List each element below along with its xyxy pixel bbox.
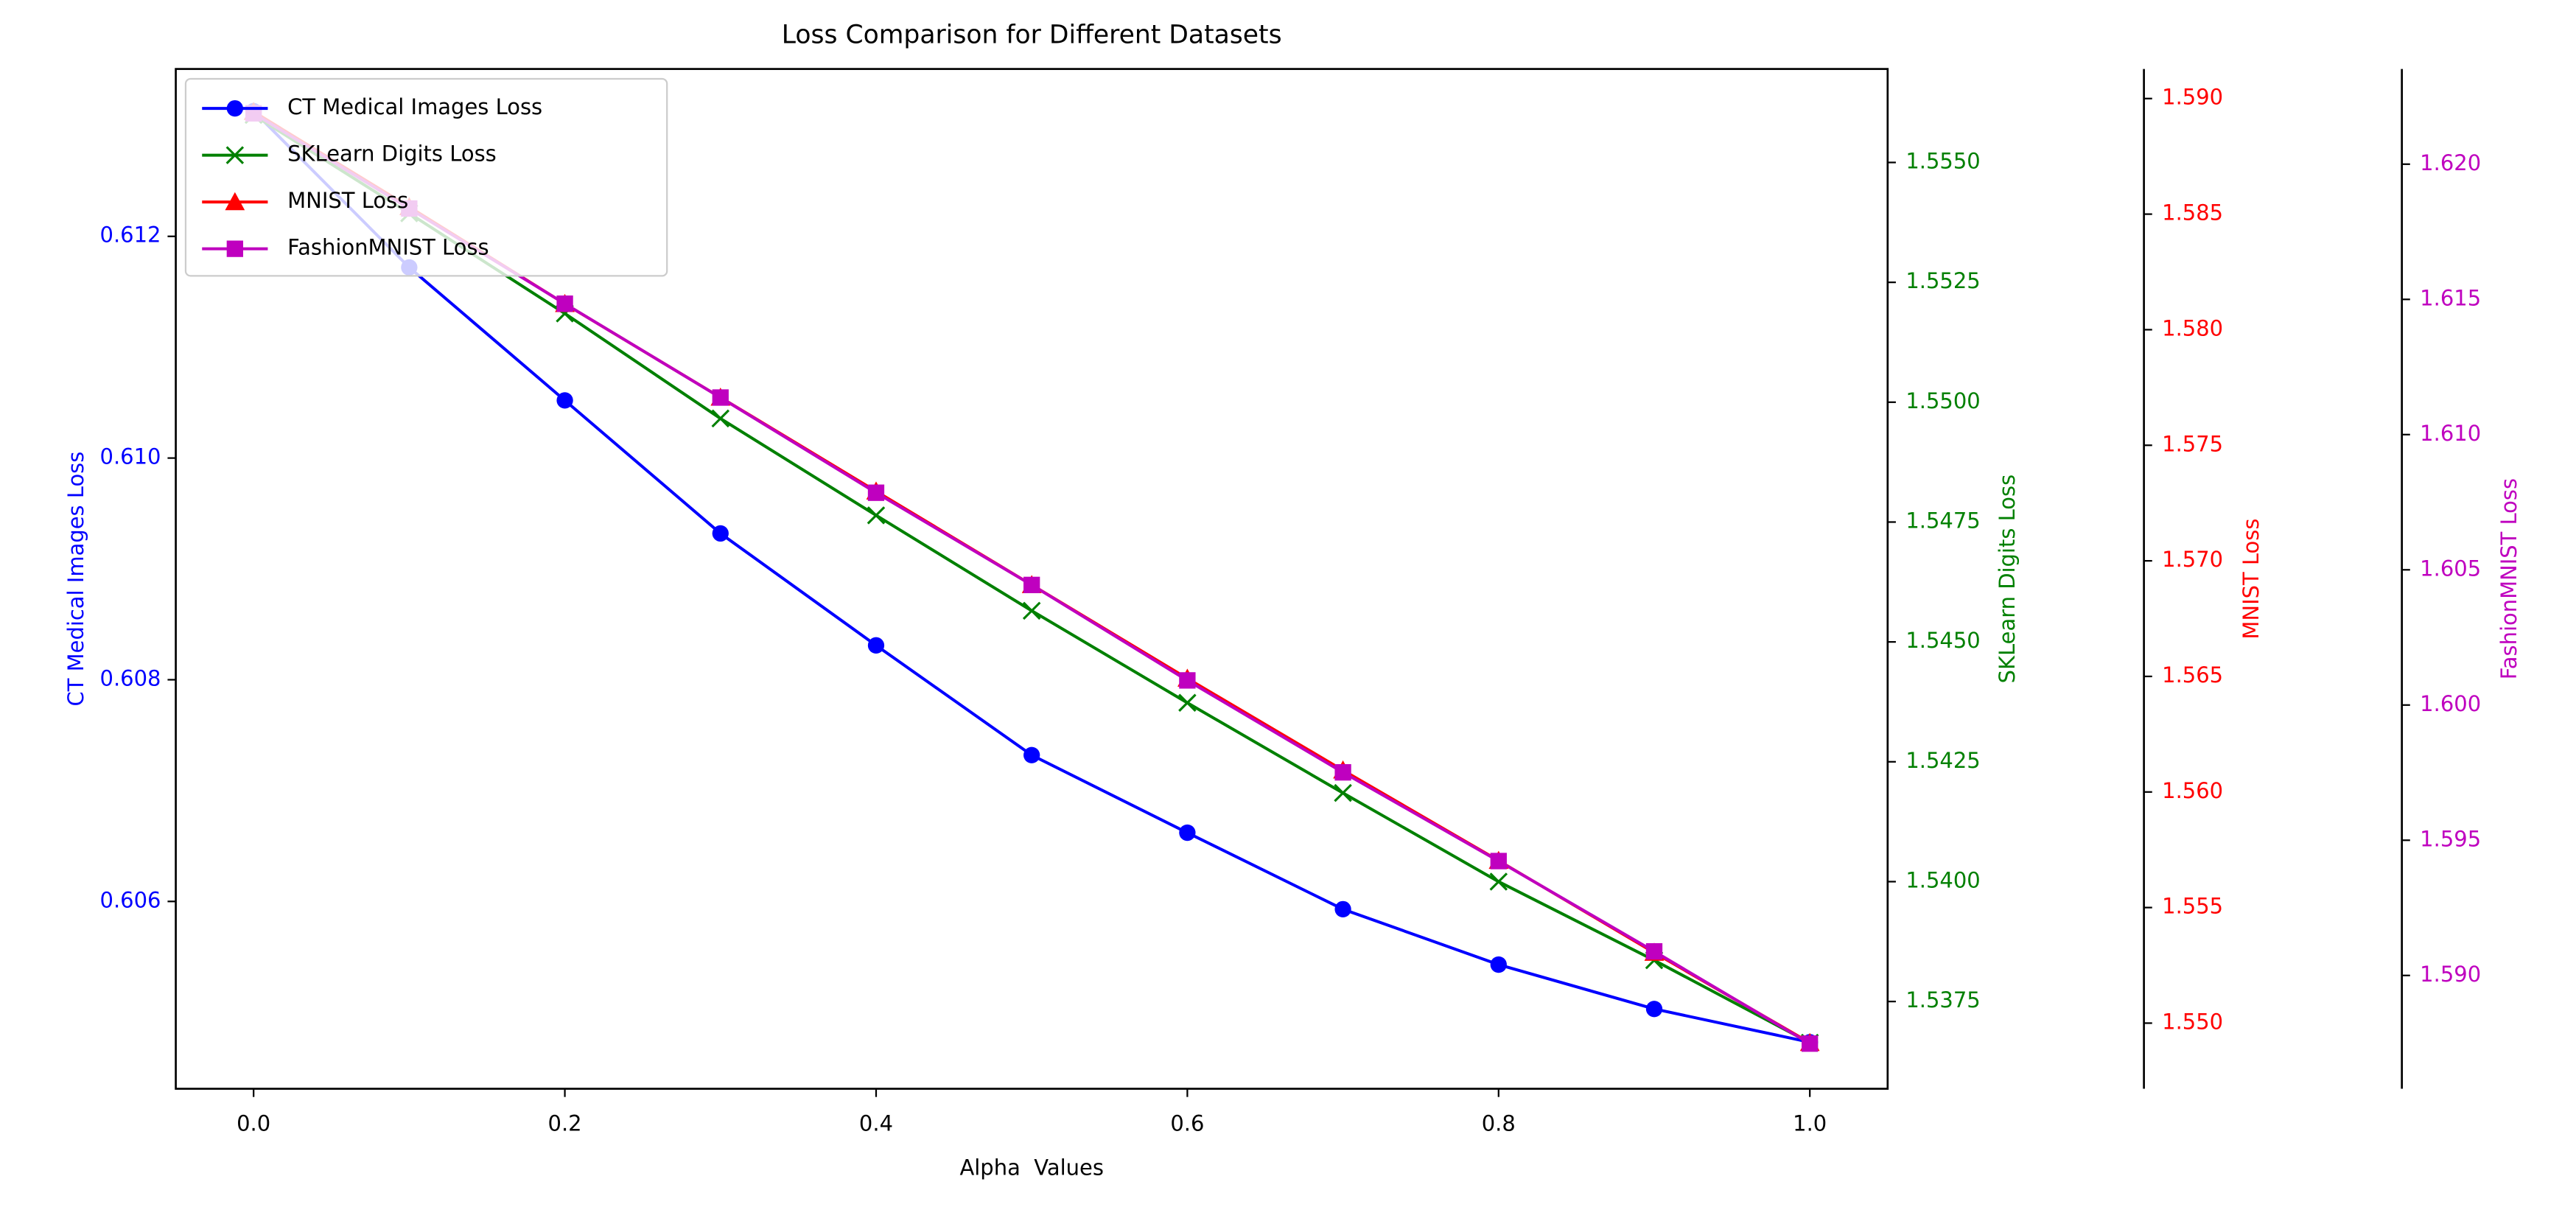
- legend-label: SKLearn Digits Loss: [287, 141, 497, 167]
- legend-marker: [226, 99, 243, 117]
- y-tick-label: 0.608: [100, 665, 161, 690]
- point: [1645, 1001, 1663, 1018]
- x-tick-label: 0.8: [1482, 1111, 1516, 1136]
- y-tick-label: 1.5450: [1905, 628, 1980, 653]
- x-tick-label: 0.2: [548, 1111, 582, 1136]
- legend-box: [184, 77, 668, 277]
- point: [1802, 1035, 1819, 1052]
- y-tick-label: 0.610: [100, 444, 161, 469]
- point: [1334, 783, 1352, 802]
- y-tick-label: 1.580: [2162, 315, 2223, 340]
- point: [712, 525, 729, 542]
- point: [1489, 872, 1508, 891]
- x-tick-label: 0.4: [859, 1111, 893, 1136]
- y-tick-label: 1.550: [2162, 1009, 2223, 1034]
- y-tick-label: 1.615: [2420, 285, 2481, 310]
- y-tick-label: 1.5475: [1905, 508, 1980, 533]
- y-axis-label: CT Medical Images Loss: [63, 452, 88, 707]
- y-tick-label: 1.560: [2162, 778, 2223, 803]
- y-tick-label: 1.5550: [1905, 148, 1980, 173]
- legend-marker: [225, 146, 245, 164]
- y-tick-label: 1.585: [2162, 200, 2223, 225]
- point: [867, 637, 885, 654]
- y-tick-label: 1.620: [2420, 150, 2481, 175]
- point: [1334, 764, 1351, 781]
- x-tick-label: 0.0: [237, 1111, 270, 1136]
- point: [1179, 672, 1196, 689]
- y-tick-label: 1.5525: [1905, 268, 1980, 293]
- point: [711, 409, 730, 428]
- chart-title: Loss Comparison for Different Datasets: [782, 21, 1282, 50]
- point: [867, 506, 886, 525]
- x-axis-label: Alpha Values: [959, 1155, 1103, 1180]
- legend-label: FashionMNIST Loss: [287, 235, 489, 260]
- point: [712, 389, 729, 406]
- y-tick-label: 1.5400: [1905, 867, 1980, 892]
- point: [1490, 956, 1507, 973]
- point: [1023, 746, 1040, 763]
- y-axis-label: MNIST Loss: [2239, 519, 2264, 640]
- y-tick-label: 1.575: [2162, 431, 2223, 456]
- y-axis-label: FashionMNIST Loss: [2496, 478, 2521, 679]
- point: [1023, 576, 1040, 593]
- y-tick-label: 1.590: [2420, 962, 2481, 987]
- legend-label: CT Medical Images Loss: [287, 94, 542, 119]
- y-tick-label: 1.590: [2162, 85, 2223, 110]
- point: [1022, 601, 1041, 620]
- plot-frame: [175, 68, 1889, 1090]
- x-tick-label: 1.0: [1793, 1111, 1827, 1136]
- point: [1490, 853, 1507, 870]
- y-tick-label: 1.595: [2420, 826, 2481, 851]
- legend-label: MNIST Loss: [287, 188, 408, 213]
- point: [1334, 900, 1351, 917]
- y-tick-label: 1.605: [2420, 556, 2481, 581]
- point: [867, 484, 885, 501]
- point: [1178, 693, 1197, 713]
- y-tick-label: 1.610: [2420, 421, 2481, 446]
- point: [556, 295, 573, 312]
- legend-marker: [225, 192, 245, 211]
- point: [1645, 942, 1663, 960]
- x-tick-label: 0.6: [1170, 1111, 1204, 1136]
- y-tick-label: 1.5375: [1905, 987, 1980, 1012]
- y-tick-label: 0.612: [100, 223, 161, 248]
- y-tick-label: 1.5500: [1905, 388, 1980, 413]
- point: [1179, 824, 1196, 842]
- legend-marker: [226, 240, 243, 257]
- y-tick-label: 1.600: [2420, 691, 2481, 716]
- y-tick-label: 0.606: [100, 887, 161, 912]
- y-tick-label: 1.555: [2162, 894, 2223, 919]
- point: [556, 392, 573, 409]
- y-tick-label: 1.570: [2162, 547, 2223, 572]
- y-axis-label: SKLearn Digits Loss: [1995, 475, 2020, 683]
- series: [245, 102, 1819, 1051]
- y-tick-label: 1.565: [2162, 662, 2223, 688]
- y-tick-label: 1.5425: [1905, 748, 1980, 773]
